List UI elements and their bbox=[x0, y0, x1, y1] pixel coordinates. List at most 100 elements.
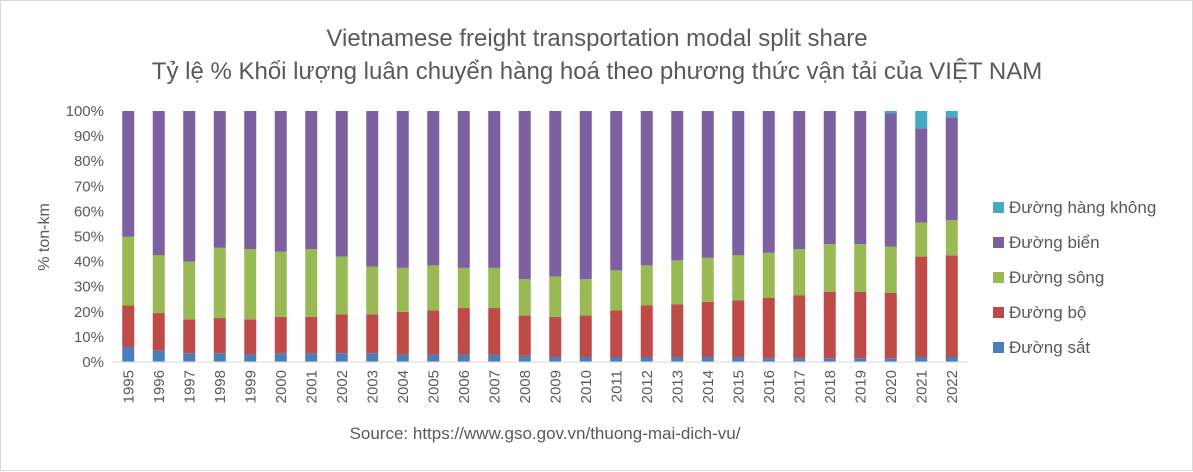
x-tick-label: 2013 bbox=[669, 370, 686, 403]
bar-segment bbox=[823, 291, 836, 359]
x-tick-label: 2004 bbox=[395, 370, 412, 403]
bar-segment bbox=[366, 266, 379, 315]
legend-swatch bbox=[993, 307, 1004, 318]
bar-segment bbox=[854, 358, 867, 362]
bar-segment bbox=[945, 117, 958, 221]
bar-segment bbox=[122, 111, 135, 237]
x-tick-label: 1995 bbox=[120, 370, 137, 403]
bar-segment bbox=[823, 111, 836, 245]
bar-segment bbox=[579, 279, 592, 316]
bar-segment bbox=[701, 111, 714, 258]
bar-segment bbox=[915, 128, 928, 223]
bar-segment bbox=[213, 247, 226, 319]
bar-segment bbox=[610, 356, 623, 362]
bar-segment bbox=[701, 356, 714, 362]
bar-segment bbox=[274, 251, 287, 317]
bar-segment bbox=[457, 267, 470, 309]
x-tick-label: 2009 bbox=[547, 370, 564, 403]
x-tick-label: 2011 bbox=[608, 370, 625, 402]
bar-segment bbox=[823, 244, 836, 292]
bar-segment bbox=[122, 236, 135, 306]
bar-segment bbox=[549, 356, 562, 362]
bar-segment bbox=[610, 111, 623, 271]
bar-segment bbox=[335, 353, 348, 362]
bar-segment bbox=[152, 313, 165, 351]
bar-segment bbox=[305, 249, 318, 317]
bar-segment bbox=[427, 354, 440, 362]
bar-segment bbox=[793, 295, 806, 359]
bar-segment bbox=[518, 111, 531, 280]
bar-segment bbox=[305, 111, 318, 250]
bar-segment bbox=[274, 353, 287, 362]
source-note: Source: https://www.gso.gov.vn/thuong-ma… bbox=[350, 424, 741, 443]
legend-swatch bbox=[993, 272, 1004, 283]
bar-segment bbox=[457, 111, 470, 268]
bar-segment bbox=[488, 354, 501, 362]
x-tick-label: 2021 bbox=[913, 370, 930, 403]
bar-segment bbox=[488, 111, 501, 268]
x-tick-label: 1996 bbox=[151, 370, 168, 403]
y-tick-label: 40% bbox=[74, 254, 104, 271]
bar-segment bbox=[244, 249, 257, 320]
bar-segment bbox=[183, 353, 196, 362]
bar-segment bbox=[884, 292, 897, 359]
bar-segment bbox=[945, 220, 958, 256]
y-tick-label: 50% bbox=[74, 229, 104, 246]
bar-segment bbox=[366, 111, 379, 267]
bar-segment bbox=[305, 316, 318, 354]
y-tick-label: 20% bbox=[74, 304, 104, 321]
bar-segment bbox=[579, 356, 592, 362]
bar-segment bbox=[213, 318, 226, 354]
x-tick-label: 1997 bbox=[181, 370, 198, 403]
bar-segment bbox=[396, 267, 409, 312]
bar-segment bbox=[579, 111, 592, 280]
bar-segment bbox=[732, 255, 745, 301]
x-tick-label: 2012 bbox=[639, 370, 656, 403]
bar-segment bbox=[701, 301, 714, 357]
legend-label: Đường hàng không bbox=[1009, 198, 1156, 217]
x-tick-label: 2001 bbox=[303, 370, 320, 403]
x-tick-label: 1999 bbox=[242, 370, 259, 403]
x-tick-label: 2018 bbox=[822, 370, 839, 403]
x-tick-label: 2005 bbox=[425, 370, 442, 403]
bar-segment bbox=[244, 319, 257, 355]
x-axis-ticks: 1995 1996 1997 1998 1999 2000 2001 2002 2003 2004… bbox=[120, 370, 961, 403]
bar-segment bbox=[427, 265, 440, 311]
bar-segment bbox=[793, 358, 806, 362]
legend-swatch bbox=[993, 202, 1004, 213]
bar-segment bbox=[122, 305, 135, 347]
bar-segment bbox=[793, 111, 806, 250]
bar-segment bbox=[671, 111, 684, 261]
legend-label: Đường bộ bbox=[1009, 303, 1086, 322]
bar-segment bbox=[518, 355, 531, 362]
x-tick-label: 2019 bbox=[852, 370, 869, 403]
bar-segment bbox=[762, 297, 775, 359]
bar-segment bbox=[335, 314, 348, 354]
bar-segment bbox=[396, 354, 409, 362]
bar-segment bbox=[457, 308, 470, 355]
x-tick-label: 2006 bbox=[456, 370, 473, 403]
bar-segment bbox=[671, 304, 684, 357]
y-axis-title: % ton-km bbox=[36, 203, 53, 271]
x-tick-label: 2020 bbox=[883, 370, 900, 403]
legend-swatch bbox=[993, 237, 1004, 248]
bar-segment bbox=[640, 305, 653, 357]
bar-segment bbox=[732, 111, 745, 256]
bar-segment bbox=[152, 350, 165, 362]
x-tick-label: 2014 bbox=[700, 370, 717, 403]
bar-segment bbox=[305, 353, 318, 362]
bar-segment bbox=[152, 111, 165, 256]
bar-segment bbox=[427, 111, 440, 266]
bar-segment bbox=[640, 356, 653, 362]
bar-segment bbox=[701, 257, 714, 302]
bar-segment bbox=[854, 244, 867, 292]
bar-segment bbox=[518, 315, 531, 356]
y-tick-label: 100% bbox=[66, 103, 104, 120]
bar-segment bbox=[945, 255, 958, 357]
bar-segment bbox=[396, 311, 409, 355]
bar-segment bbox=[915, 111, 928, 129]
bar-segment bbox=[945, 111, 958, 118]
bar-segment bbox=[244, 354, 257, 362]
